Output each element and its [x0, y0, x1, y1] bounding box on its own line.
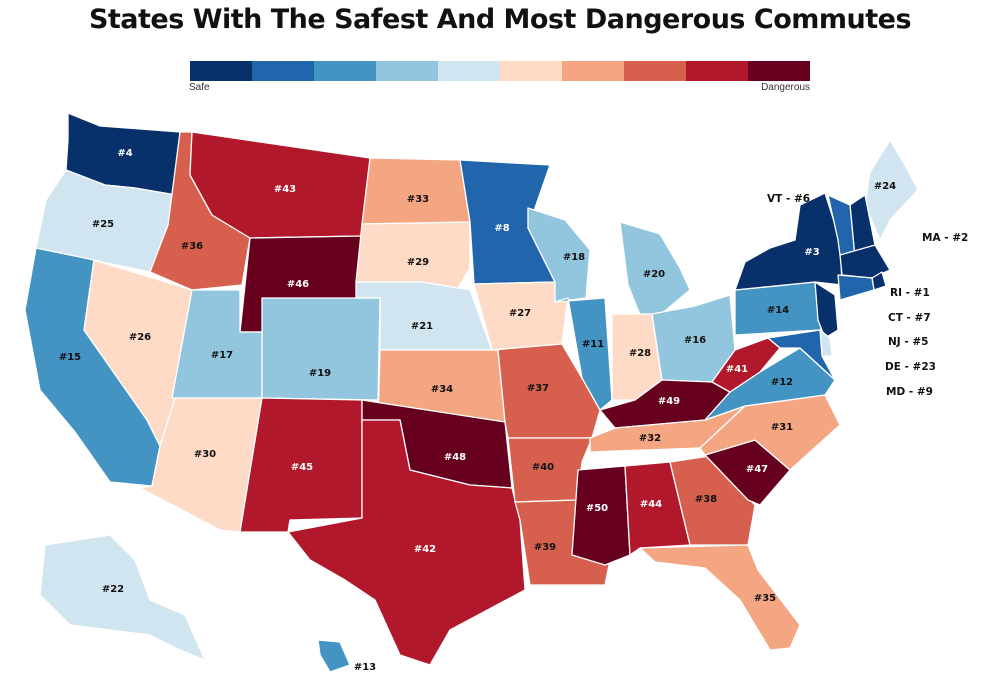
state-fl [639, 544, 801, 651]
rank-label-id: #36 [181, 241, 203, 252]
rank-label-mo: #37 [527, 383, 549, 394]
rank-label-co: #19 [309, 368, 331, 379]
rank-label-la: #39 [534, 542, 556, 553]
rank-label-ut: #17 [211, 350, 233, 361]
callout-ri: RI - #1 [890, 287, 930, 299]
legend-swatch-1 [190, 61, 252, 81]
rank-label-nc: #31 [771, 422, 793, 433]
rank-label-va: #12 [771, 377, 793, 388]
state-me [864, 139, 919, 241]
rank-label-al: #44 [640, 499, 662, 510]
small-state-callouts: VT - #6 MA - #2 RI - #1 CT - #7 NJ - #5 DE - … [767, 193, 968, 398]
state-nj [814, 281, 839, 339]
rank-label-ca: #15 [59, 352, 81, 363]
rank-label-ak: #22 [102, 584, 124, 595]
rank-label-me: #24 [874, 181, 896, 192]
callout-ct: CT - #7 [888, 312, 931, 324]
rank-label-ia: #27 [509, 308, 531, 319]
rank-label-ar: #40 [532, 462, 554, 473]
rank-label-ks: #34 [431, 384, 453, 395]
legend-swatch-10 [748, 61, 810, 81]
state-ms [571, 465, 631, 566]
rank-label-il: #11 [582, 339, 604, 350]
callout-nj: NJ - #5 [888, 336, 928, 348]
callout-de: DE - #23 [885, 361, 936, 373]
state-sd [355, 221, 471, 289]
callout-ma: MA - #2 [922, 232, 968, 244]
legend-high-label: Dangerous [761, 82, 810, 93]
state-nd [361, 157, 471, 225]
rank-label-sd: #29 [407, 257, 429, 268]
rank-label-ne: #21 [411, 321, 433, 332]
map-title: States With The Safest And Most Dangerou… [88, 4, 912, 35]
rank-label-tn: #32 [639, 433, 661, 444]
legend-swatch-5 [438, 61, 500, 81]
rank-label-in: #28 [629, 348, 651, 359]
rank-label-mt: #43 [274, 184, 296, 195]
state-ia [473, 281, 569, 351]
state-al [624, 461, 691, 556]
callout-vt: VT - #6 [767, 193, 810, 205]
callout-md: MD - #9 [886, 386, 933, 398]
rank-label-wy: #46 [287, 279, 309, 290]
state-ny [734, 192, 843, 291]
legend-swatch-6 [500, 61, 562, 81]
legend-swatch-3 [314, 61, 376, 81]
rank-label-ok: #48 [444, 452, 466, 463]
legend-swatch-8 [624, 61, 686, 81]
rank-label-mi: #20 [643, 269, 665, 280]
rank-label-wi: #18 [563, 252, 585, 263]
state-ak [39, 534, 206, 661]
rank-label-hi: #13 [354, 662, 376, 673]
rank-label-ga: #38 [695, 494, 717, 505]
color-legend [190, 61, 810, 81]
rank-label-tx: #42 [414, 544, 436, 555]
rank-label-fl: #35 [754, 593, 776, 604]
rank-label-ms: #50 [586, 503, 608, 514]
rank-label-or: #25 [92, 219, 114, 230]
state-md [767, 329, 836, 381]
legend-low-label: Safe [189, 82, 210, 93]
rank-label-nm: #45 [291, 462, 313, 473]
legend-swatch-7 [562, 61, 624, 81]
rank-label-wa: #4 [117, 148, 132, 159]
rank-label-wv: #41 [726, 364, 748, 375]
rank-label-sc: #47 [746, 464, 768, 475]
legend-swatch-2 [252, 61, 314, 81]
rank-label-nv: #26 [129, 332, 151, 343]
state-co [261, 297, 381, 401]
state-rank-labels: #4 #25 #15 #26 #36 #43 #46 #17 #19 #30 #45 #33 #29 #2… [59, 148, 896, 673]
state-ga [669, 455, 756, 546]
legend-swatch-4 [376, 61, 438, 81]
rank-label-ky: #49 [658, 396, 680, 407]
state-mi [619, 221, 691, 316]
rank-label-ny: #3 [804, 247, 819, 258]
rank-label-nd: #33 [407, 194, 429, 205]
state-ct [837, 274, 875, 301]
rank-label-az: #30 [194, 449, 216, 460]
legend-swatch-9 [686, 61, 748, 81]
state-tx [287, 419, 526, 666]
rank-label-mn: #8 [494, 223, 509, 234]
rank-label-pa: #14 [767, 305, 789, 316]
state-wi [527, 207, 591, 303]
rank-label-oh: #16 [684, 335, 706, 346]
state-hi [317, 639, 351, 673]
states-layer [24, 112, 919, 673]
